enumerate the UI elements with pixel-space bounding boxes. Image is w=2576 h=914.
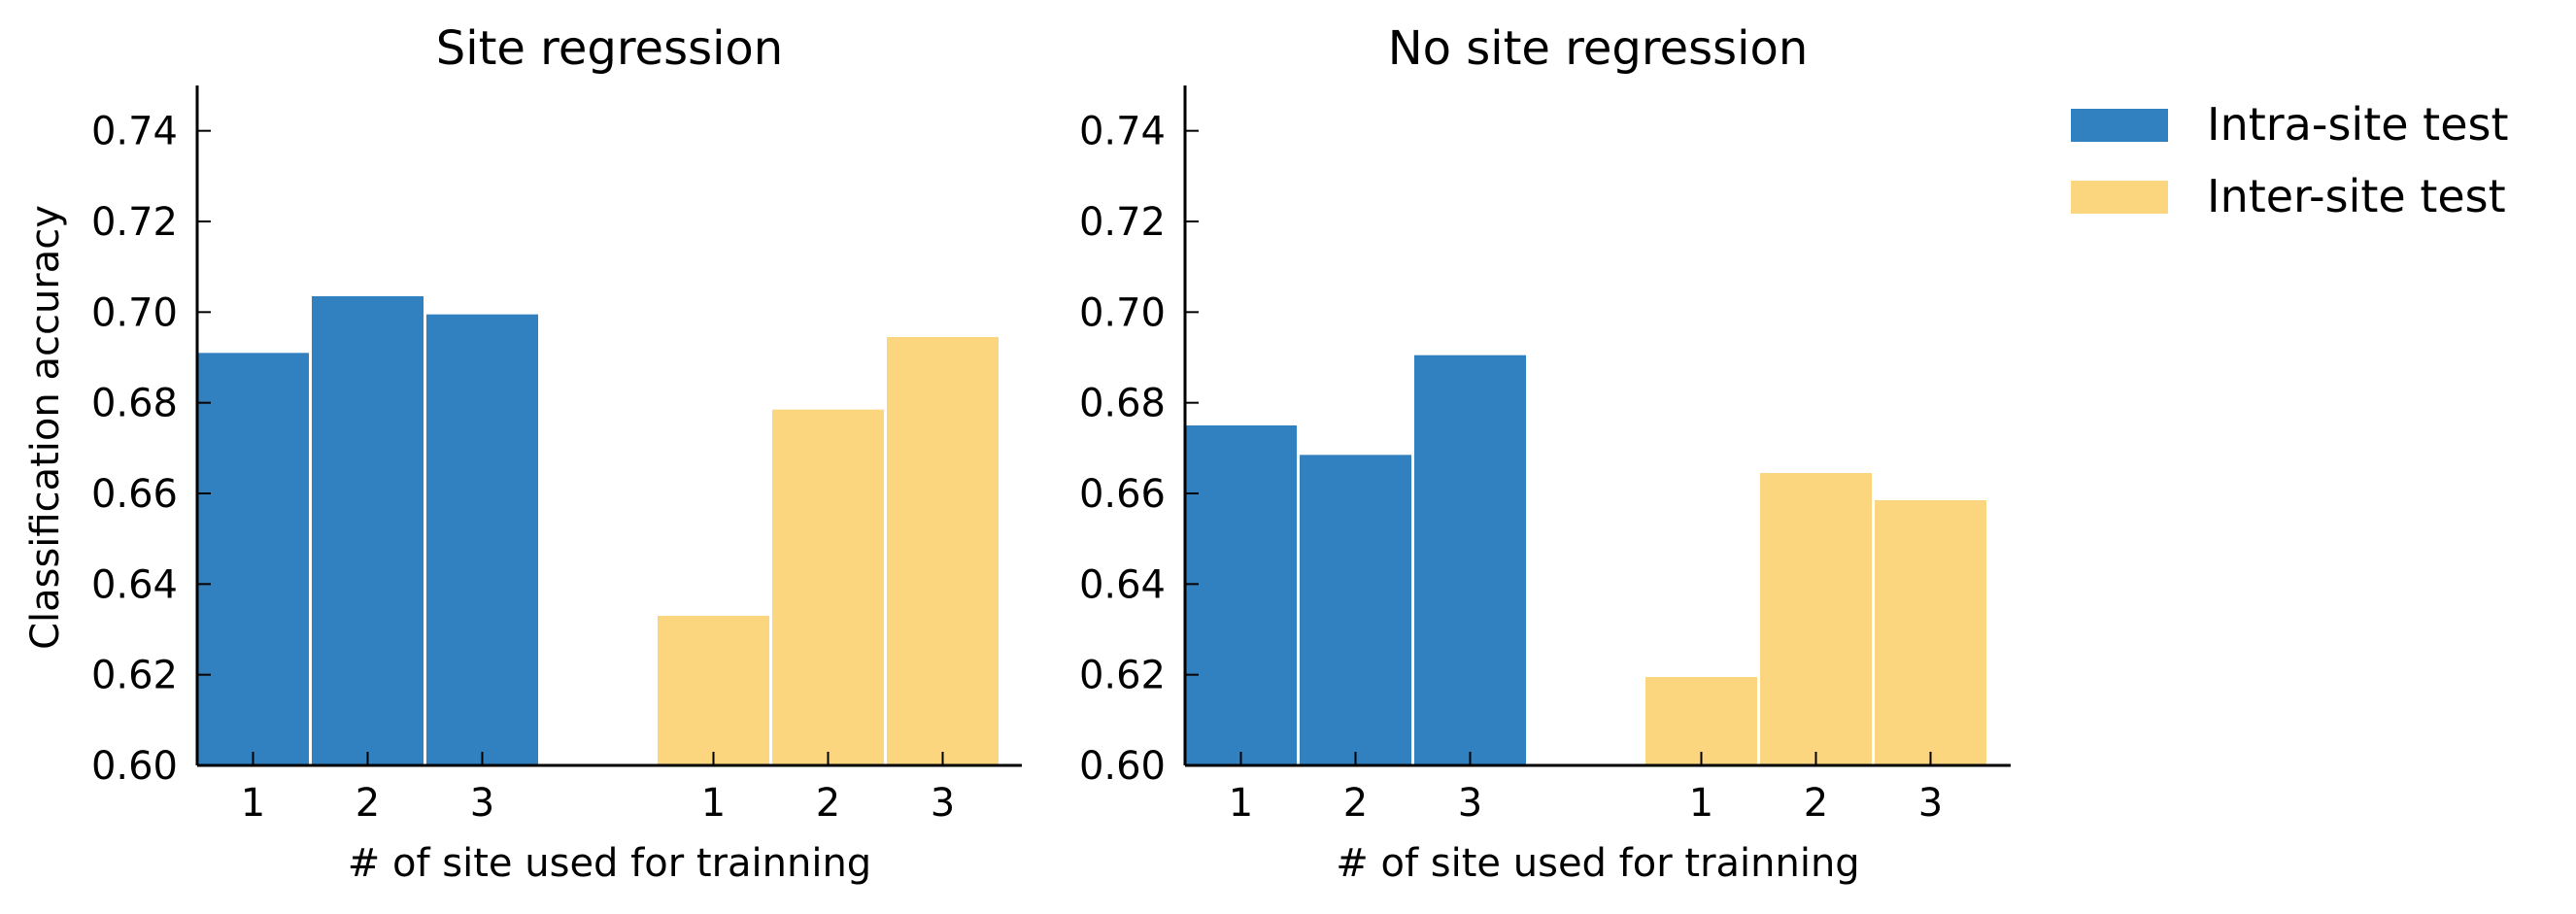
bar-inter-site-test-2 [1760,473,1872,765]
x-tick-label: 2 [356,781,380,826]
y-axis-label: Classification accuracy [23,205,68,650]
y-tick-label: 0.60 [91,744,178,789]
bar-intra-site-test-3 [1414,355,1526,765]
legend-label-inter-site: Inter-site test [2207,170,2506,222]
y-tick-label: 0.66 [1079,472,1166,517]
x-tick-label: 3 [470,781,494,826]
x-tick-label: 1 [701,781,726,826]
y-tick-label: 0.70 [91,290,178,335]
bar-inter-site-test-2 [772,409,884,765]
x-tick-label: 1 [1689,781,1713,826]
x-tick-label: 2 [1804,781,1828,826]
y-tick-label: 0.60 [1079,744,1166,789]
x-tick-label: 1 [1229,781,1253,826]
chart-no-site-regression: No site regression 1 2 3 1 2 3 0.60 0.62 0.64 0.66… [1079,21,2011,886]
bar-inter-site-test-3 [1875,500,1986,765]
y-tick-label: 0.68 [1079,382,1166,426]
legend: Intra-site test Inter-site test [2071,98,2509,222]
chart-site-regression: Site regression 1 2 3 1 2 3 0.60 0.62 0.64 0.66 0.6… [91,21,1022,886]
y-tick-label: 0.72 [1079,200,1166,245]
y-tick-label: 0.70 [1079,290,1166,335]
x-tick-label: 3 [931,781,955,826]
bar-inter-site-test-3 [887,337,999,765]
chart-title: Site regression [436,21,783,76]
x-tick-label: 2 [1343,781,1368,826]
y-tick-label: 0.74 [1079,110,1166,154]
y-tick-label: 0.62 [91,654,178,698]
bar-inter-site-test-1 [658,616,769,765]
bar-intra-site-test-3 [426,314,538,765]
x-tick-label: 3 [1458,781,1482,826]
y-tick-label: 0.68 [91,382,178,426]
y-tick-label: 0.66 [91,472,178,517]
legend-swatch-inter-site [2071,181,2168,214]
legend-swatch-intra-site [2071,109,2168,142]
y-tick-label: 0.64 [1079,562,1166,607]
bar-inter-site-test-1 [1645,677,1757,765]
x-axis-label: # of site used for trainning [348,841,871,886]
y-tick-label: 0.74 [91,110,178,154]
x-tick-label: 2 [816,781,840,826]
bar-intra-site-test-2 [312,296,424,765]
x-tick-label: 1 [241,781,265,826]
x-axis-label: # of site used for trainning [1336,841,1859,886]
bar-intra-site-test-1 [197,353,309,765]
y-tick-label: 0.72 [91,200,178,245]
x-tick-label: 3 [1918,781,1943,826]
bar-intra-site-test-1 [1185,425,1297,765]
legend-label-intra-site: Intra-site test [2207,98,2509,151]
bar-intra-site-test-2 [1300,455,1411,765]
y-tick-label: 0.64 [91,562,178,607]
chart-title: No site regression [1388,21,1809,76]
y-tick-label: 0.62 [1079,654,1166,698]
